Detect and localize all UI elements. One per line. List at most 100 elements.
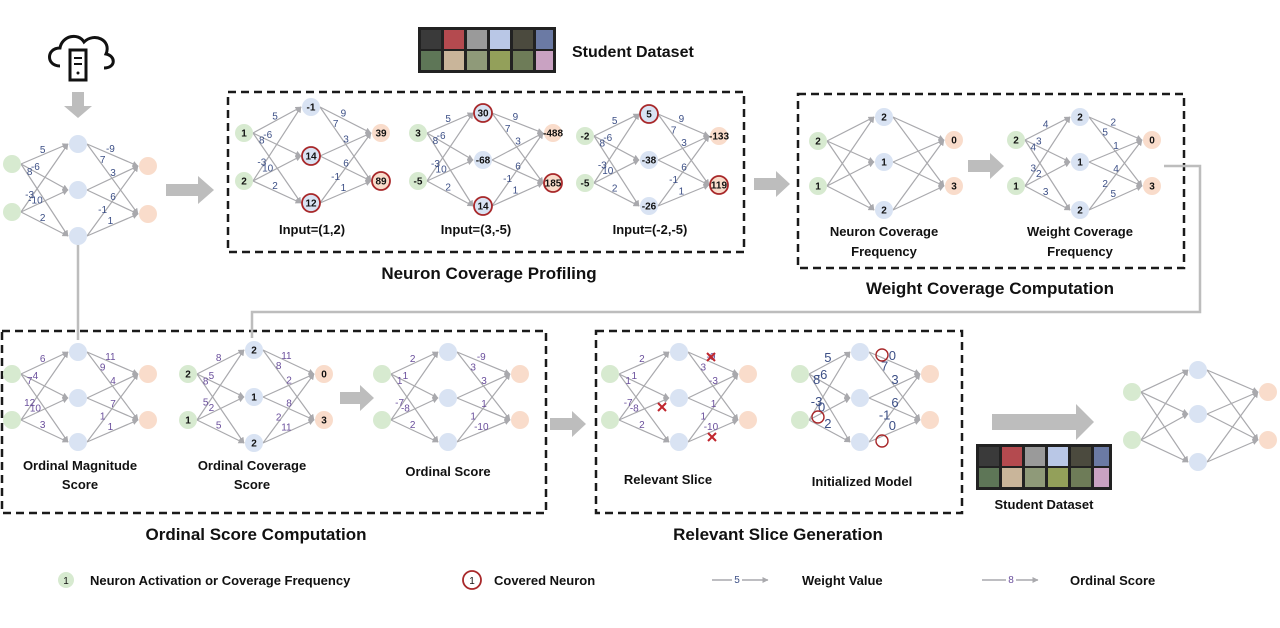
weight-label: 5: [40, 145, 46, 156]
neuron: [69, 433, 87, 451]
right-arrow-icon: [550, 411, 586, 437]
neuron-value: 2: [1077, 113, 1083, 124]
weight-label: 1: [341, 183, 347, 194]
neuron-value: 0: [951, 136, 957, 147]
weight-label: 5: [1111, 189, 1117, 200]
weight-coverage-caption: Weight Coverage Frequency: [1027, 224, 1133, 259]
neuron: [245, 434, 263, 452]
edge: [491, 112, 544, 134]
weight-label: 10: [436, 165, 448, 176]
neuron-value: 3: [1149, 182, 1155, 193]
weight-label: 7: [27, 376, 33, 387]
neuron: [791, 411, 809, 429]
neuron-value: 1: [1077, 158, 1083, 169]
neuron: [791, 365, 809, 383]
zeroed-weight-marker: [875, 348, 889, 362]
weight-label: 5: [209, 371, 215, 382]
weight-label: 1: [625, 376, 631, 387]
ordinal-coverage-caption: Ordinal Coverage Score: [198, 458, 306, 492]
neuron: [809, 177, 827, 195]
edge: [868, 419, 921, 443]
weight-label: 3: [681, 138, 687, 149]
weight-label: 8: [27, 167, 33, 178]
weight-label: 4: [110, 376, 116, 387]
weight-label: 2: [612, 183, 618, 194]
edge: [86, 165, 139, 191]
weight-label: -1: [503, 174, 512, 185]
edge: [1206, 369, 1259, 393]
weight-label: 1: [397, 376, 403, 387]
neuron-value: 119: [711, 181, 728, 192]
neuron: [315, 365, 333, 383]
ordinal-title: Ordinal Score Computation: [145, 525, 366, 544]
red-cross-icon: [707, 432, 717, 442]
neuron-value: 1: [185, 416, 191, 427]
weight-label: -3: [598, 161, 607, 172]
neuron-value: -5: [414, 177, 423, 188]
edge: [687, 419, 739, 443]
edge: [657, 113, 710, 186]
edge: [687, 373, 739, 399]
weight-label: 0: [889, 348, 896, 363]
edge: [868, 351, 921, 375]
weight-label: 1: [632, 371, 638, 382]
neuron: [851, 343, 869, 361]
neuron: [1071, 201, 1089, 219]
neuron: [69, 135, 87, 153]
neuron: [373, 411, 391, 429]
edge: [1140, 413, 1189, 441]
weight-label: -8: [630, 403, 639, 414]
weight-label: 3: [891, 372, 898, 387]
neuron-value: 14: [305, 152, 317, 163]
weight-label: -10: [28, 195, 43, 206]
weight-label: 2: [286, 376, 292, 387]
weight-label: 5: [203, 397, 209, 408]
legend: 1 Neuron Activation or Coverage Frequenc…: [58, 570, 1155, 590]
covered-neuron: [301, 193, 321, 213]
legend-weight-sample: 5: [734, 575, 740, 586]
neuron-value: 3: [415, 129, 421, 140]
weight-label: 2: [1111, 117, 1117, 128]
edge: [1206, 369, 1259, 441]
weight-label: 6: [891, 395, 898, 410]
weight-label: -3: [25, 190, 34, 201]
neuron: [245, 341, 263, 359]
weight-label: -7: [624, 398, 633, 409]
edge: [618, 373, 670, 443]
weight-label: 7: [881, 358, 888, 373]
edge: [593, 159, 640, 184]
initialized-model-caption: Initialized Model: [812, 474, 912, 489]
server-cloud-icon: [48, 34, 115, 82]
edge: [1024, 116, 1071, 141]
edge: [593, 182, 640, 207]
edge: [808, 419, 851, 443]
edge: [1088, 161, 1143, 187]
weight-label: 1: [481, 399, 487, 410]
neuron-value: 2: [815, 137, 821, 148]
right-arrow-icon: [340, 385, 374, 411]
neuron: [921, 411, 939, 429]
weight-label: 8: [286, 399, 292, 410]
weight-label: 1: [403, 371, 409, 382]
edge: [86, 373, 139, 443]
dataset-thumbnails-bottom: [976, 444, 1112, 490]
weight-label: 7: [505, 124, 511, 135]
edge: [868, 397, 921, 421]
edge: [86, 419, 139, 443]
profile-caption-1: Input=(1,2): [279, 222, 345, 237]
final-model-net: [1123, 361, 1277, 471]
covered-neuron: [639, 104, 659, 124]
profiling-title: Neuron Coverage Profiling: [381, 264, 596, 283]
weight-label: 6: [40, 354, 46, 365]
edge: [868, 373, 921, 399]
weight-label: 0: [818, 399, 825, 414]
weight-label: 0: [889, 418, 896, 433]
edge: [1024, 185, 1071, 211]
edge: [456, 351, 511, 375]
edge: [892, 185, 945, 211]
weight-label: 3: [110, 168, 116, 179]
edge: [319, 180, 372, 204]
